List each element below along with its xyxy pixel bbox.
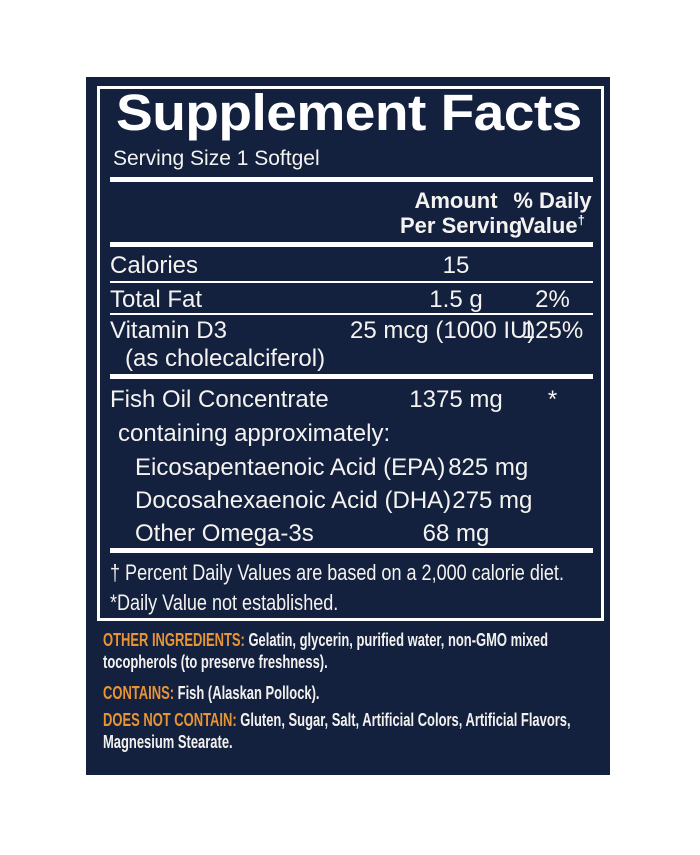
facts-row-epa: Eicosapentaenoic Acid (EPA) 825 mg: [110, 453, 593, 483]
other-ingredients-text: Gelatin, glycerin, purified water, non-G…: [103, 630, 549, 672]
amount-per-serving-header: Amount Per Serving: [400, 188, 522, 238]
contains-text: Fish (Alaskan Pollock).: [177, 683, 320, 703]
row-daily-value: 2%: [535, 286, 570, 313]
facts-title-text: Supplement Facts: [116, 84, 582, 141]
dagger-symbol: †: [577, 212, 585, 228]
row-name: Eicosapentaenoic Acid (EPA): [135, 454, 446, 481]
column-headers: Amount Per Serving % Daily Value†: [110, 188, 593, 238]
row-amount: 15: [442, 252, 470, 279]
row-amount: 1375 mg: [409, 386, 503, 413]
row-name: Fish Oil Concentrate: [110, 386, 329, 413]
facts-box: Supplement Facts Serving Size 1 Softgel …: [97, 83, 604, 621]
thick-rule-header: [110, 242, 593, 247]
contains-paragraph: CONTAINS: Fish (Alaskan Pollock).: [103, 682, 650, 704]
does-not-contain-text: Gluten, Sugar, Salt, Artificial Colors, …: [103, 710, 571, 752]
row-name: Other Omega-3s: [135, 520, 314, 547]
facts-row-calories: Calories 15: [110, 251, 593, 283]
footnote-dv-not-established: *Daily Value not established.: [110, 590, 339, 615]
amount-header-line1: Amount: [414, 188, 498, 213]
row-daily-value: 125%: [521, 317, 584, 344]
dv-header-line2: Value: [520, 213, 578, 238]
does-not-contain-label: DOES NOT CONTAIN:: [103, 710, 237, 730]
does-not-contain-paragraph: DOES NOT CONTAIN: Gluten, Sugar, Salt, A…: [103, 709, 650, 753]
row-amount: 275 mg: [452, 487, 533, 514]
vitamin-d3-name: Vitamin D3: [110, 317, 227, 344]
amount-header-line2: Per Serving: [400, 213, 523, 238]
row-name: Calories: [110, 252, 199, 279]
thick-rule-top: [110, 177, 593, 182]
facts-row-fish-oil: Fish Oil Concentrate 1375 mg *: [110, 385, 593, 415]
vitamin-d3-source: (as cholecalciferol): [125, 345, 326, 372]
thick-rule-mid: [110, 374, 593, 379]
supplement-panel: Supplement Facts Serving Size 1 Softgel …: [86, 77, 610, 775]
daily-value-header: % Daily Value†: [512, 188, 593, 238]
header-spacer: [110, 188, 400, 238]
row-amount: 1.5 g: [429, 286, 483, 313]
facts-title: Supplement Facts: [116, 83, 582, 143]
facts-row-other-omega3s: Other Omega-3s 68 mg: [110, 519, 593, 549]
other-ingredients-label: OTHER INGREDIENTS:: [103, 630, 245, 650]
serving-size: Serving Size 1 Softgel: [113, 147, 320, 170]
row-amount: 25 mcg (1000 IU): [350, 317, 536, 344]
row-daily-value: *: [547, 386, 558, 413]
facts-row-vitamin-d3: Vitamin D3 (as cholecalciferol) 25 mcg (…: [110, 317, 593, 373]
footnote-daily-values: † Percent Daily Values are based on a 2,…: [110, 560, 564, 585]
row-name: Docosahexaenoic Acid (DHA): [135, 487, 452, 514]
containing-heading-row: containing approximately:: [110, 419, 593, 449]
facts-row-total-fat: Total Fat 1.5 g 2%: [110, 285, 593, 315]
row-name: Total Fat: [110, 286, 203, 313]
other-ingredients-paragraph: OTHER INGREDIENTS: Gelatin, glycerin, pu…: [103, 629, 650, 673]
row-amount: 825 mg: [448, 454, 529, 481]
row-amount: 68 mg: [422, 520, 490, 547]
row-name: Vitamin D3 (as cholecalciferol): [110, 317, 400, 373]
facts-row-dha: Docosahexaenoic Acid (DHA) 275 mg: [110, 486, 593, 516]
contains-label: CONTAINS:: [103, 683, 175, 703]
containing-heading: containing approximately:: [118, 420, 391, 447]
dv-header-line1: % Daily: [513, 188, 592, 213]
thick-rule-bottom: [110, 548, 593, 553]
